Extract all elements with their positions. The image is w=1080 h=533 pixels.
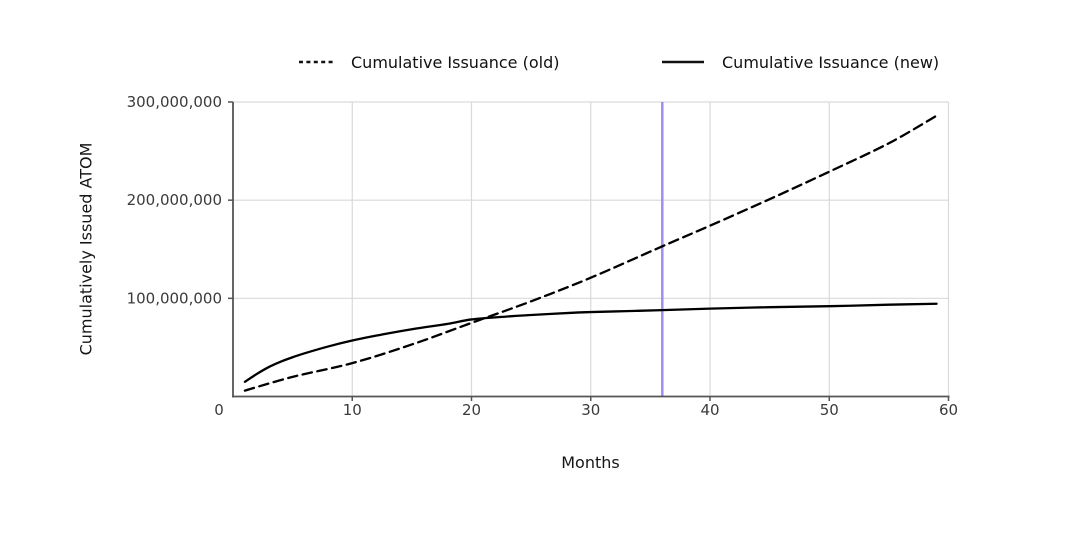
legend-item-new: Cumulative Issuance (new) [661,50,939,74]
series-line-old [243,114,938,392]
legend-label-new: Cumulative Issuance (new) [722,52,940,72]
x-tick-label: 40 [700,401,719,419]
x-tick-label: 30 [581,401,600,419]
solid-line-icon [662,60,704,64]
series-line-new [243,302,938,383]
y-tick-label: 200,000,000 [127,191,222,209]
legend-label-old: Cumulative Issuance (old) [351,52,560,72]
y-axis-title: Cumulatively Issued ATOM [76,142,96,356]
dashed-line-icon [299,60,333,64]
legend-item-old: Cumulative Issuance (old) [298,50,559,74]
y-tick-label: 300,000,000 [127,93,222,111]
y-tick-label: 100,000,000 [127,289,222,307]
x-axis-title: Months [561,453,620,472]
x-tick-label: 20 [462,401,481,419]
x-tick-label: 10 [343,401,362,419]
x-tick-label: 50 [820,401,839,419]
x-tick-label: 0 [214,401,224,419]
x-tick-label: 60 [939,401,958,419]
